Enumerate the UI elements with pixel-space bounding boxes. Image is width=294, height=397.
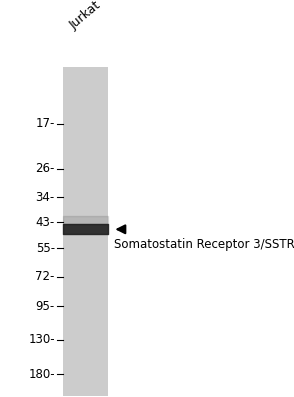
Text: 180-: 180- [28, 368, 55, 381]
Text: 55-: 55- [36, 242, 55, 255]
Text: 34-: 34- [36, 191, 55, 204]
Text: 130-: 130- [28, 333, 55, 346]
Text: 72-: 72- [36, 270, 55, 283]
Text: 95-: 95- [36, 300, 55, 313]
Text: Jurkat: Jurkat [68, 0, 104, 32]
Text: Somatostatin Receptor 3/SSTR3: Somatostatin Receptor 3/SSTR3 [114, 238, 294, 251]
Text: 17-: 17- [36, 117, 55, 130]
Bar [63, 67, 108, 396]
Text: 26-: 26- [36, 162, 55, 175]
Text: 43-: 43- [36, 216, 55, 229]
